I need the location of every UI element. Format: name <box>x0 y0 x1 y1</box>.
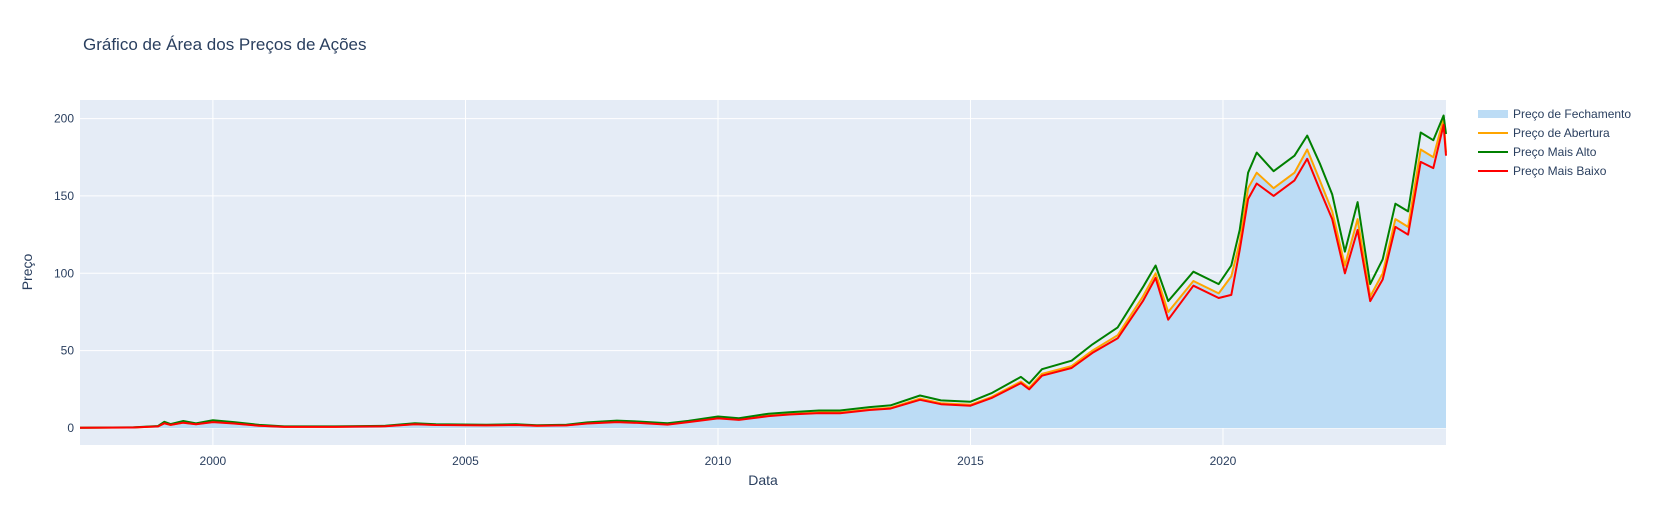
y-tick-labels: 0 50 100 150 200 <box>54 112 74 435</box>
legend-item[interactable]: Preço Mais Baixo <box>1478 164 1607 178</box>
x-gridlines <box>212 100 1224 445</box>
legend-label: Preço Mais Alto <box>1513 145 1597 159</box>
chart-title: Gráfico de Área dos Preços de Ações <box>83 35 367 54</box>
y-axis-title: Preço <box>19 254 35 291</box>
legend-item[interactable]: Preço de Fechamento <box>1478 107 1631 121</box>
legend-item[interactable]: Preço de Abertura <box>1478 126 1610 140</box>
x-tick-label: 2015 <box>957 454 984 468</box>
y-tick-label: 200 <box>54 112 74 126</box>
x-axis-title: Data <box>748 472 778 488</box>
y-tick-label: 100 <box>54 266 74 280</box>
legend-label: Preço Mais Baixo <box>1513 164 1607 178</box>
legend-item[interactable]: Preço Mais Alto <box>1478 145 1597 159</box>
line-series-preco-mais-baixo <box>79 123 1447 429</box>
x-tick-labels: 2000 2005 2010 2015 2020 <box>200 454 1237 468</box>
y-tick-label: 0 <box>67 421 74 435</box>
x-tick-label: 2005 <box>452 454 479 468</box>
legend-swatch <box>1478 110 1508 118</box>
x-tick-label: 2010 <box>705 454 732 468</box>
x-tick-label: 2000 <box>200 454 227 468</box>
legend-label: Preço de Abertura <box>1513 126 1610 140</box>
area-series-preco-de-fechamento <box>80 118 1446 428</box>
legend[interactable]: Preço de Fechamento Preço de Abertura Preç… <box>1478 107 1631 178</box>
line-series-group <box>79 114 1447 429</box>
x-tick-label: 2020 <box>1210 454 1237 468</box>
y-tick-label: 50 <box>61 344 75 358</box>
y-tick-label: 150 <box>54 189 74 203</box>
legend-label: Preço de Fechamento <box>1513 107 1631 121</box>
